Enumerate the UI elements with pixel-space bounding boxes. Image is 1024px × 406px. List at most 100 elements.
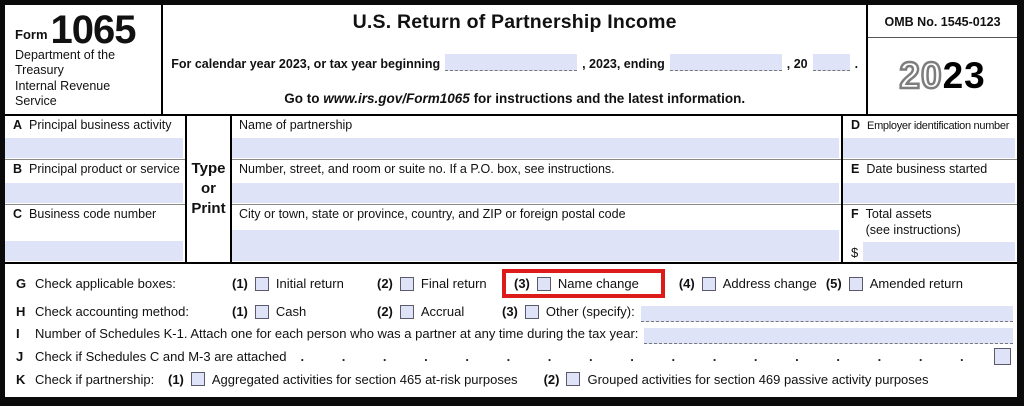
ending-year-field[interactable] [812, 54, 850, 71]
city-state-zip-label: City or town, state or province, country… [239, 207, 626, 221]
field-a-principal-business-activity: A Principal business activity [5, 116, 185, 160]
aggregated-465-checkbox[interactable] [190, 372, 205, 386]
form-identity-block: Form 1065 Department of the Treasury Int… [5, 5, 161, 114]
schedules-c-m3-checkbox[interactable] [994, 347, 1011, 365]
line-j-schedules-c-m3: J Check if Schedules C and M-3 are attac… [5, 346, 1017, 366]
line-h-label: Check accounting method: [35, 304, 189, 319]
other-method-label: Other (specify): [545, 304, 635, 319]
principal-business-activity-input[interactable] [5, 138, 183, 158]
line-k-letter: K [16, 371, 26, 387]
name-of-partnership-label: Name of partnership [239, 118, 353, 132]
form-number: 1065 [50, 8, 137, 52]
field-letter-b: B [13, 162, 23, 176]
agency-name: Department of the Treasury Internal Reve… [15, 48, 155, 111]
accrual-number: (2) [377, 304, 393, 319]
line-g-applicable-boxes: G Check applicable boxes: (1) Initial re… [5, 268, 1017, 299]
option-2-number: (2) [377, 276, 393, 291]
form-word: Form [15, 27, 48, 42]
tax-year-beginning-field[interactable] [445, 54, 578, 71]
line-j-label: Check if Schedules C and M-3 are attache… [35, 348, 287, 364]
goto-suffix: for instructions and the latest informat… [469, 91, 746, 106]
address-change-checkbox[interactable] [701, 276, 716, 291]
field-e-date-started: E Date business started [843, 160, 1017, 205]
line-g-letter: G [16, 276, 27, 291]
tax-year-ending-field[interactable] [669, 54, 782, 71]
form-number-line: Form 1065 [15, 8, 155, 52]
option-initial-return: (1) Initial return [232, 276, 377, 291]
field-d-ein: D Employer identification number [843, 116, 1017, 160]
cash-checkbox[interactable] [254, 304, 269, 319]
aggregated-465-label: Aggregated activities for section 465 at… [211, 371, 518, 387]
schedules-k1-count-input[interactable] [644, 328, 1013, 344]
field-f-total-assets: F Total assets (see instructions) $ [843, 205, 1017, 262]
cash-label: Cash [275, 304, 307, 319]
field-letter-f: F [851, 207, 859, 221]
city-state-zip-input[interactable] [232, 230, 839, 261]
field-c-business-code: C Business code number [5, 205, 185, 262]
line-h-letter: H [16, 304, 26, 319]
principal-product-input[interactable] [5, 183, 183, 203]
name-change-label: Name change [557, 276, 639, 291]
line-i-letter: I [16, 326, 20, 341]
other-method-checkbox[interactable] [524, 304, 539, 319]
print-word: Print [191, 200, 226, 218]
entity-info-grid: A Principal business activity B Principal … [5, 116, 1017, 264]
total-assets-input[interactable] [863, 242, 1015, 261]
amended-return-checkbox[interactable] [848, 276, 863, 291]
agency-line-1: Department of the Treasury [15, 47, 116, 78]
final-return-checkbox[interactable] [399, 276, 414, 291]
date-business-started-input[interactable] [843, 183, 1015, 203]
name-change-checkbox[interactable] [536, 276, 551, 291]
name-change-highlight-box: (3) Name change [502, 269, 665, 298]
initial-return-label: Initial return [275, 276, 344, 291]
option-1-number: (1) [232, 276, 248, 291]
line-j-letter: J [16, 348, 24, 364]
line-g-label: Check applicable boxes: [35, 276, 176, 291]
ein-input[interactable] [843, 138, 1015, 158]
address-column: Name of partnership Number, street, and … [232, 116, 841, 262]
cash-number: (1) [232, 304, 248, 319]
other-method-input[interactable] [640, 306, 1013, 322]
tax-year-display: 20 23 [868, 38, 1017, 114]
goto-prefix: Go to [284, 91, 324, 106]
street-address-row: Number, street, and room or suite no. If… [232, 160, 841, 205]
check-lines-section: G Check applicable boxes: (1) Initial re… [5, 264, 1017, 390]
line-k-label: Check if partnership: [35, 371, 155, 387]
field-letter-c: C [13, 207, 23, 221]
title-block: U.S. Return of Partnership Income For ca… [161, 5, 869, 114]
option-4-number: (4) [678, 276, 695, 291]
grouped-number: (2) [543, 371, 560, 387]
city-state-zip-row: City or town, state or province, country… [232, 205, 841, 262]
or-word: or [201, 179, 216, 197]
accrual-checkbox[interactable] [399, 304, 414, 319]
page-title: U.S. Return of Partnership Income [352, 11, 677, 33]
field-b-principal-product: B Principal product or service [5, 160, 185, 205]
option-3-number: (3) [514, 276, 530, 291]
option-other-specify: (3) Other (specify): [502, 304, 635, 319]
omb-year-block: OMB No. 1545-0123 20 23 [868, 5, 1017, 114]
field-letter-a: A [13, 118, 23, 132]
grouped-469-checkbox[interactable] [566, 372, 581, 386]
name-of-partnership-row: Name of partnership [232, 116, 841, 160]
final-return-label: Final return [420, 276, 487, 291]
agency-line-2: Internal Revenue Service [15, 78, 111, 109]
street-address-label: Number, street, and room or suite no. If… [239, 162, 615, 176]
amended-return-label: Amended return [869, 276, 963, 291]
option-cash: (1) Cash [232, 304, 377, 319]
accrual-label: Accrual [420, 304, 465, 319]
option-final-return: (2) Final return [377, 276, 502, 291]
option-address-change: (4) Address change [679, 276, 826, 291]
name-of-partnership-input[interactable] [232, 138, 839, 158]
field-b-label: Principal product or service [29, 162, 180, 176]
street-address-input[interactable] [232, 183, 839, 203]
right-label-column: D Employer identification number E Date bu… [841, 116, 1017, 262]
line-i-label: Number of Schedules K-1. Attach one for … [35, 326, 639, 341]
omb-number: OMB No. 1545-0123 [868, 5, 1017, 38]
field-c-label: Business code number [29, 207, 157, 221]
initial-return-checkbox[interactable] [254, 276, 269, 291]
field-e-label: Date business started [866, 162, 988, 176]
business-code-input[interactable] [5, 241, 183, 261]
irs-url: www.irs.gov/Form1065 [323, 91, 470, 106]
calendar-year-line: For calendar year 2023, or tax year begi… [171, 54, 858, 71]
